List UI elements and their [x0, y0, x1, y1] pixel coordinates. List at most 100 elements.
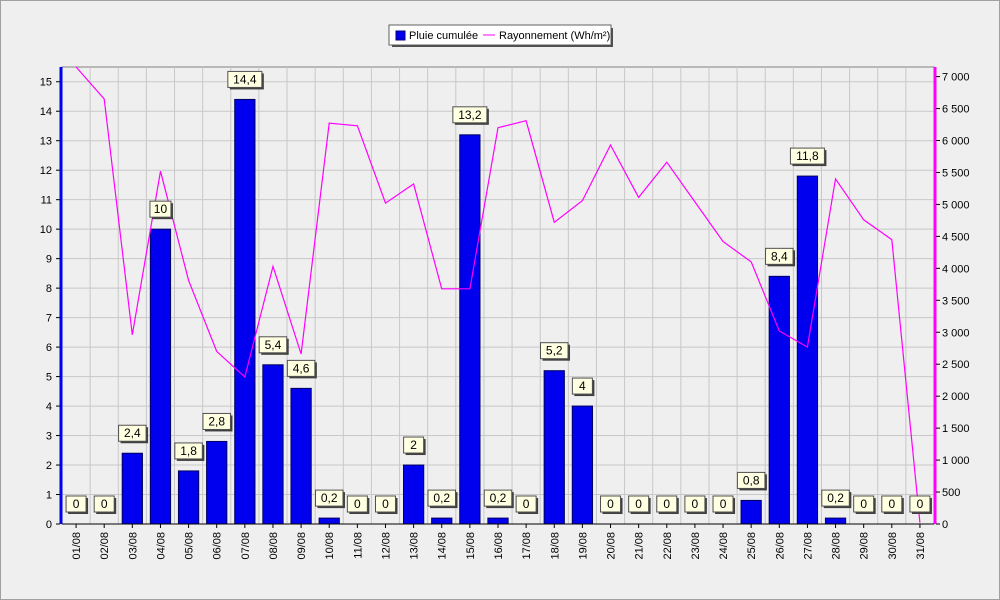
x-tick-label: 09/08 — [296, 532, 308, 560]
data-label-box — [656, 495, 678, 513]
data-label: 5,2 — [546, 344, 563, 358]
right-tick-label: 1 000 — [942, 455, 970, 467]
data-label: 0 — [860, 497, 867, 511]
right-tick-label: 5 000 — [942, 199, 970, 211]
x-tick-label: 31/08 — [915, 532, 927, 560]
bar — [234, 98, 256, 525]
bar — [177, 470, 200, 525]
x-tick-label: 25/08 — [746, 532, 758, 560]
x-tick-label: 26/08 — [774, 532, 786, 560]
data-labels: 0 0 2,4 10 1,8 2,8 14,4 5,4 4,6 0,2 0 0 2 0,2 13,2 0,2 0… — [65, 70, 932, 514]
left-tick-label: 10 — [40, 224, 52, 236]
right-tick-label: 5 500 — [942, 167, 970, 179]
data-label-box — [427, 489, 456, 507]
left-tick-label: 15 — [40, 77, 52, 89]
x-tick-label: 16/08 — [493, 532, 505, 560]
data-label: 0 — [888, 497, 895, 511]
x-tick-label: 24/08 — [718, 532, 730, 560]
legend-label-line: Rayonnement (Wh/m²) — [499, 30, 610, 42]
data-label-box — [628, 495, 650, 513]
radiation-line — [75, 66, 921, 523]
x-tick-label: 14/08 — [437, 532, 449, 560]
data-label-box — [540, 342, 569, 360]
data-label: 11,8 — [796, 149, 819, 163]
data-label-box — [227, 70, 263, 88]
data-label-box — [65, 495, 87, 513]
x-tick-label: 06/08 — [212, 532, 224, 560]
bar — [149, 228, 172, 525]
bar — [824, 517, 847, 525]
data-label-box — [202, 412, 231, 430]
data-label-box — [712, 495, 734, 513]
bar — [262, 364, 284, 525]
data-label: 4 — [579, 379, 586, 393]
right-tick-label: 3 000 — [942, 327, 970, 339]
right-tick-label: 0 — [942, 519, 948, 531]
bar — [796, 175, 819, 525]
right-tick-label: 1 500 — [942, 423, 970, 435]
data-label: 0 — [607, 497, 614, 511]
data-label-box — [149, 200, 172, 218]
bar — [290, 387, 312, 525]
bar — [740, 499, 762, 525]
left-tick-label: 14 — [40, 106, 52, 118]
data-label: 0 — [692, 497, 699, 511]
legend-swatch-bar — [395, 30, 406, 41]
data-label: 0 — [663, 497, 670, 511]
x-tick-label: 29/08 — [859, 532, 871, 560]
x-tick-label: 15/08 — [465, 532, 477, 560]
data-label: 0 — [523, 497, 530, 511]
x-tick-label: 17/08 — [521, 532, 533, 560]
x-tick-label: 03/08 — [127, 532, 139, 560]
right-tick-label: 4 000 — [942, 263, 970, 275]
data-label: 0,8 — [743, 473, 760, 487]
data-label-box — [346, 495, 368, 513]
left-tick-label: 6 — [46, 342, 52, 354]
x-tick-label: 20/08 — [606, 532, 618, 560]
x-tick-label: 05/08 — [184, 532, 196, 560]
data-label: 0 — [73, 497, 80, 511]
right-y-axis: 0 500 1 000 1 500 2 000 2 500 3 000 3 500 4 000 4… — [933, 67, 970, 531]
x-tick-label: 12/08 — [380, 532, 392, 560]
bar — [206, 440, 228, 525]
data-label: 1,8 — [180, 444, 197, 458]
x-tick-label: 21/08 — [634, 532, 646, 560]
data-label: 0,2 — [827, 491, 844, 505]
data-label-box — [483, 489, 513, 507]
left-tick-label: 13 — [40, 136, 52, 148]
right-tick-label: 2 000 — [942, 391, 970, 403]
bar — [121, 452, 143, 525]
data-label: 0 — [101, 497, 108, 511]
bar — [318, 517, 340, 525]
right-tick-label: 3 500 — [942, 295, 970, 307]
x-tick-label: 22/08 — [662, 532, 674, 560]
bar — [543, 370, 565, 525]
left-tick-label: 7 — [46, 313, 52, 325]
data-label: 8,4 — [771, 249, 788, 263]
data-label-box — [93, 495, 115, 513]
data-label-box — [403, 436, 425, 454]
bar — [571, 405, 594, 525]
left-tick-label: 8 — [46, 283, 52, 295]
x-tick-label: 13/08 — [409, 532, 421, 560]
data-label: 0 — [635, 497, 642, 511]
right-tick-label: 6 500 — [942, 104, 970, 116]
left-tick-label: 4 — [46, 401, 52, 413]
data-label: 14,4 — [233, 72, 257, 86]
data-label-box — [374, 495, 396, 513]
data-label: 2 — [410, 438, 417, 452]
x-tick-label: 28/08 — [831, 532, 843, 560]
data-label-box — [789, 147, 825, 165]
x-tick-label: 11/08 — [352, 532, 364, 559]
data-label-box — [571, 377, 593, 395]
data-label-box — [515, 495, 537, 513]
data-label: 0 — [382, 497, 389, 511]
x-tick-label: 02/08 — [99, 532, 111, 560]
data-label-box — [286, 359, 316, 377]
legend-shadow — [611, 28, 613, 47]
legend-label-bar: Pluie cumulée — [409, 30, 478, 42]
left-tick-label: 5 — [46, 372, 52, 384]
right-tick-label: 6 000 — [942, 136, 970, 148]
left-tick-label: 11 — [41, 195, 52, 207]
data-label-box — [314, 489, 344, 507]
